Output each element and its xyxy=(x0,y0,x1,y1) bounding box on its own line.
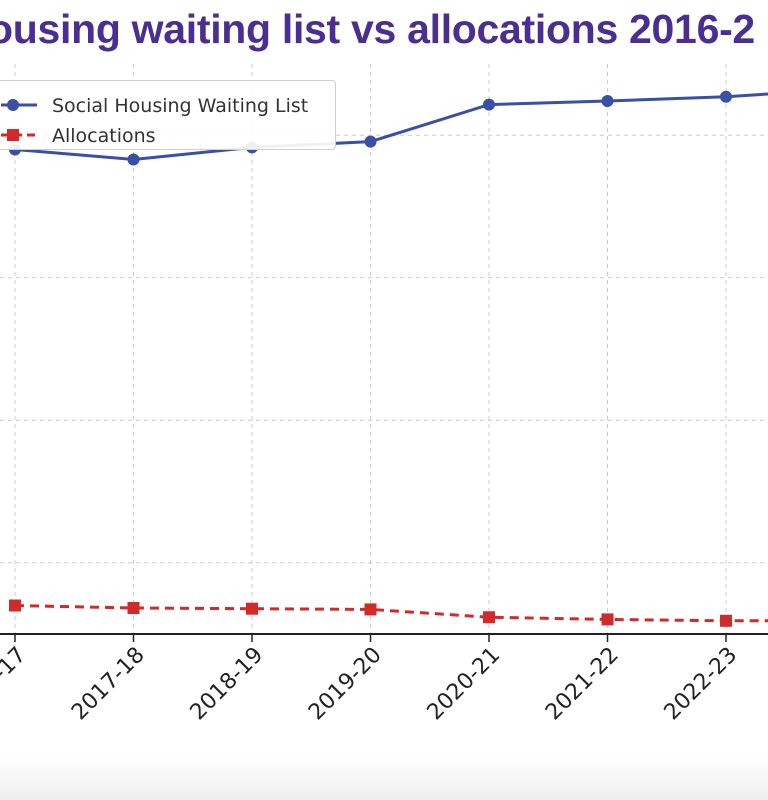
legend-swatch-circle xyxy=(1,99,37,111)
x-tick-label: 2022-23 xyxy=(660,643,743,726)
x-tick-label: 2020-21 xyxy=(423,643,506,726)
data-point-series-1 xyxy=(720,614,732,627)
chart-title: ousing waiting list vs allocations 2016-… xyxy=(0,6,755,52)
data-point-series-0 xyxy=(483,98,495,111)
series-line-1 xyxy=(14,604,768,623)
legend-item-allocations: Allocations xyxy=(0,123,335,147)
data-point-series-1 xyxy=(601,613,614,626)
data-point-series-1 xyxy=(246,602,258,615)
legend: Social Housing Waiting List Allocations xyxy=(0,80,336,150)
x-tick-label: 2021-22 xyxy=(541,643,624,726)
data-point-series-0 xyxy=(720,90,732,103)
x-tick-label: 2019-20 xyxy=(304,643,387,726)
data-point-series-1 xyxy=(127,601,140,614)
legend-label-allocations: Allocations xyxy=(52,125,156,147)
data-point-series-0 xyxy=(127,153,140,166)
x-ticks: 6-17 2017-18 2018-19 2019-20 2020-21 2021-22 2… xyxy=(0,634,743,726)
page-footer-fade xyxy=(0,755,768,800)
legend-swatch-square xyxy=(1,129,37,141)
x-tick-label: 2018-19 xyxy=(186,643,269,726)
data-point-series-0 xyxy=(364,135,377,148)
legend-label-waiting-list: Social Housing Waiting List xyxy=(52,95,309,117)
data-point-series-1 xyxy=(483,611,495,624)
series-layer xyxy=(9,90,768,627)
x-tick-label: 2017-18 xyxy=(67,643,150,726)
data-point-series-1 xyxy=(9,599,21,612)
x-tick-label: 6-17 xyxy=(0,643,31,696)
data-point-series-1 xyxy=(364,603,377,616)
series-line-0 xyxy=(14,92,768,161)
data-point-series-0 xyxy=(601,95,614,108)
legend-item-waiting-list: Social Housing Waiting List xyxy=(0,93,335,117)
